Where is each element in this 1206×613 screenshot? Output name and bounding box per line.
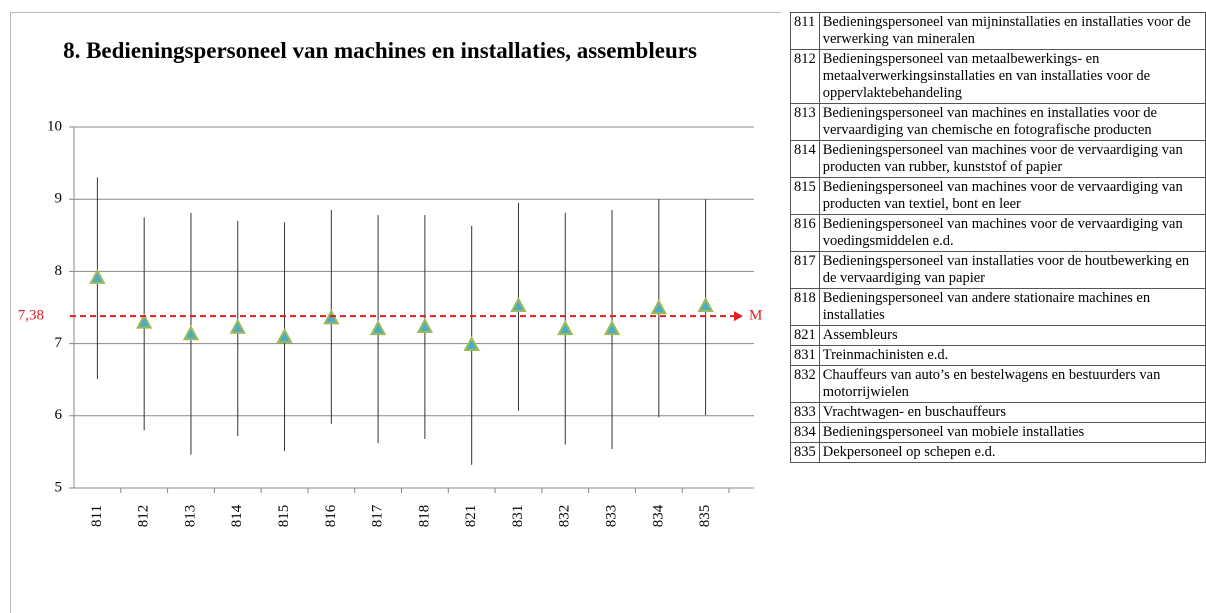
table-row: 815 Bedieningspersoneel van machines voor…: [790, 177, 1206, 215]
table-row: 833 Vrachtwagen- en buschauffeurs: [790, 402, 1206, 423]
code: 818: [790, 288, 820, 326]
x-tick-label: 821: [463, 505, 479, 528]
code: 816: [790, 214, 820, 252]
x-tick-label: 818: [416, 505, 432, 528]
code: 813: [790, 103, 820, 141]
x-tick-label: 811: [89, 505, 105, 527]
mean-name: M: [749, 308, 762, 324]
x-tick-label: 814: [229, 504, 245, 527]
mean-marker: [369, 320, 387, 336]
mean-marker: [229, 318, 246, 334]
description: Bedieningspersoneel van installaties voo…: [818, 251, 1206, 289]
description: Dekpersoneel op schepen e.d.: [818, 442, 1206, 463]
y-tick-label: 7: [55, 335, 63, 351]
chart-title: 8. Bedieningspersoneel van machines en i…: [63, 38, 697, 63]
description: Assembleurs: [818, 325, 1206, 346]
code: 834: [790, 422, 820, 443]
mean-marker: [650, 299, 668, 315]
description: Bedieningspersoneel van metaalbewerkings…: [818, 49, 1206, 104]
x-tick-label: 813: [182, 505, 198, 528]
x-tick-label: 833: [603, 505, 619, 528]
x-tick-label: 835: [697, 505, 713, 528]
description: Bedieningspersoneel van machines voor de…: [818, 214, 1206, 252]
table-row: 811 Bedieningspersoneel van mijninstallat…: [790, 12, 1206, 50]
mean-marker: [463, 335, 480, 352]
description: Chauffeurs van auto’s en bestelwagens en…: [818, 365, 1206, 403]
x-tick-label: 812: [136, 505, 152, 528]
table-row: 821 Assembleurs: [790, 325, 1206, 346]
description: Bedieningspersoneel van machines voor de…: [818, 140, 1206, 178]
description: Bedieningspersoneel van mobiele installa…: [818, 422, 1206, 443]
table-row: 832 Chauffeurs van auto’s en bestelwagens…: [790, 365, 1206, 403]
code: 812: [790, 49, 820, 104]
chart: 5 6 7 8 9 10 811 812 813 814 815 816 817 818 821 831 832…: [18, 118, 763, 528]
y-tick-label: 6: [55, 407, 63, 423]
code: 814: [790, 140, 820, 178]
y-tick-label: 10: [47, 118, 62, 134]
table-row: 813 Bedieningspersoneel van machines en i…: [790, 103, 1206, 141]
y-tick-label: 5: [55, 479, 63, 495]
mean-marker: [603, 320, 621, 336]
mean-marker: [276, 328, 293, 344]
table-row: 814 Bedieningspersoneel van machines voor…: [790, 140, 1206, 178]
description: Bedieningspersoneel van mijninstallaties…: [818, 12, 1206, 50]
table-row: 817 Bedieningspersoneel van installaties …: [790, 251, 1206, 289]
table-row: 834 Bedieningspersoneel van mobiele insta…: [790, 422, 1206, 443]
x-tick-label: 815: [276, 505, 292, 528]
y-tick-label: 8: [55, 263, 63, 279]
code: 833: [790, 402, 820, 423]
table-row: 812 Bedieningspersoneel van metaalbewerki…: [790, 49, 1206, 104]
mean-label: 7,38: [18, 308, 44, 324]
description: Bedieningspersoneel van machines en inst…: [818, 103, 1206, 141]
x-tick-label: 834: [650, 504, 666, 527]
mean-marker: [557, 320, 574, 336]
table-row: 835 Dekpersoneel op schepen e.d.: [790, 442, 1206, 463]
code: 831: [790, 345, 820, 366]
table-row: 816 Bedieningspersoneel van machines voor…: [790, 214, 1206, 252]
mean-marker: [323, 309, 340, 325]
table-row: 818 Bedieningspersoneel van andere statio…: [790, 288, 1206, 326]
x-tick-label: 832: [557, 505, 573, 528]
mean-marker: [697, 296, 714, 313]
mean-arrow: [734, 311, 743, 322]
legend-table: 811 Bedieningspersoneel van mijninstallat…: [790, 12, 1206, 463]
code: 835: [790, 442, 820, 463]
code: 817: [790, 251, 820, 289]
x-tick-label: 816: [323, 504, 339, 527]
mean-marker: [510, 296, 527, 313]
code: 821: [790, 325, 820, 346]
y-tick-label: 9: [55, 191, 63, 207]
code: 815: [790, 177, 820, 215]
code: 832: [790, 365, 820, 403]
description: Bedieningspersoneel van andere stationai…: [818, 288, 1206, 326]
x-tick-label: 831: [510, 505, 526, 528]
x-tick-label: 817: [370, 504, 386, 527]
code: 811: [790, 12, 820, 50]
mean-marker: [135, 313, 153, 329]
mean-marker: [89, 268, 106, 284]
mean-marker: [416, 317, 434, 333]
table-row: 831 Treinmachinisten e.d.: [790, 345, 1206, 366]
description: Bedieningspersoneel van machines voor de…: [818, 177, 1206, 215]
description: Vrachtwagen- en buschauffeurs: [818, 402, 1206, 423]
description: Treinmachinisten e.d.: [818, 345, 1206, 366]
mean-marker: [182, 325, 200, 341]
chart-frame: [10, 12, 781, 613]
